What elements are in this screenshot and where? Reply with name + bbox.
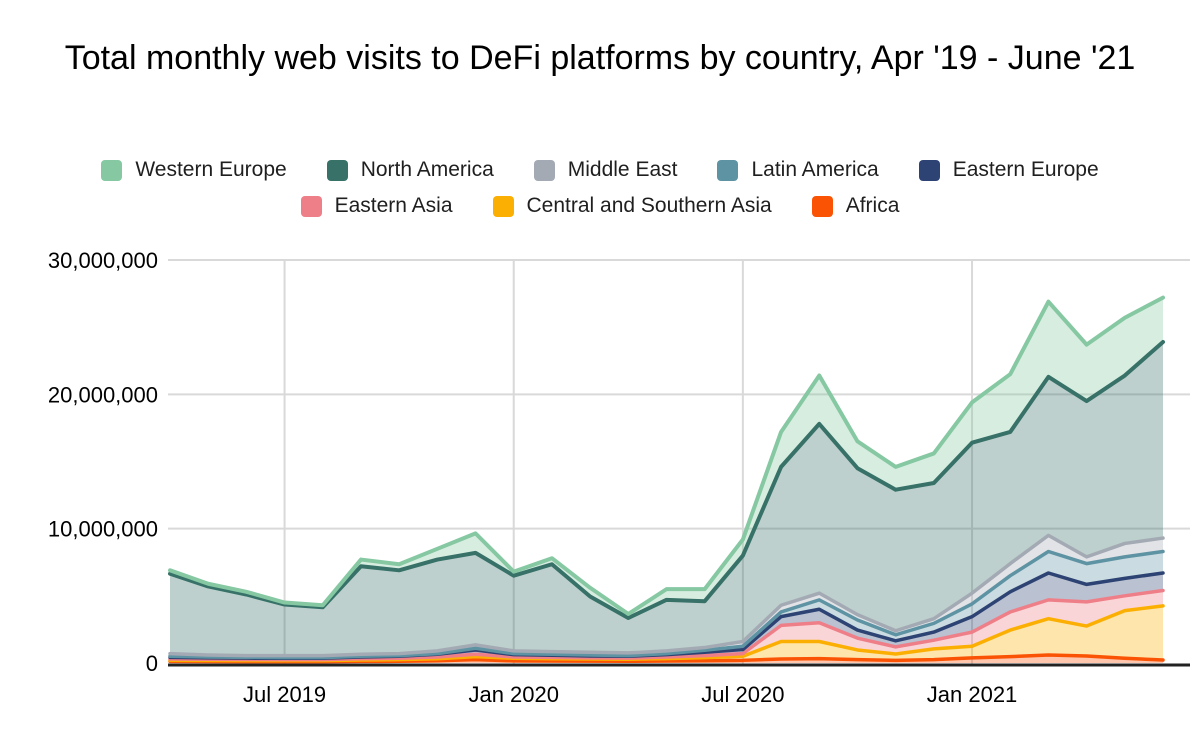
legend-swatch-eastern-asia <box>300 195 322 217</box>
area-western-europe <box>170 297 1163 618</box>
line-north-america <box>168 339 1165 620</box>
legend-item-africa: Africa <box>811 194 900 218</box>
y-tick-label-30000000: 30,000,000 <box>48 248 158 273</box>
line-latin-america <box>168 549 1165 660</box>
legend-item-north-america: North America <box>326 158 494 182</box>
area-north-america <box>170 341 1163 656</box>
legend-label-western-europe: Western Europe <box>135 158 287 181</box>
legend-swatch-central-and-southern-asia <box>492 195 514 217</box>
legend-label-eastern-europe: Eastern Europe <box>952 158 1099 181</box>
legend-label-eastern-asia: Eastern Asia <box>334 194 453 217</box>
legend-item-latin-america: Latin America <box>717 158 879 182</box>
line-middle-east <box>168 533 1165 658</box>
legend-row-2: Eastern Asia Central and Southern Asia Afr… <box>0 194 1200 218</box>
area-latin-america <box>170 551 1163 659</box>
x-tick-label-jan-2020: Jan 2020 <box>468 682 559 707</box>
legend-label-middle-east: Middle East <box>567 158 678 181</box>
legend-swatch-middle-east <box>533 159 555 181</box>
legend-label-africa: Africa <box>845 194 900 217</box>
legend-label-north-america: North America <box>360 158 494 181</box>
legend-swatch-western-europe <box>101 159 123 181</box>
legend-row-1: Western Europe North America Middle East La… <box>0 158 1200 182</box>
y-tick-label-0: 0 <box>146 651 158 676</box>
legend-item-central-and-southern-asia: Central and Southern Asia <box>492 194 772 218</box>
legend-item-eastern-europe: Eastern Europe <box>918 158 1099 182</box>
legend-item-middle-east: Middle East <box>533 158 678 182</box>
legend-item-eastern-asia: Eastern Asia <box>300 194 453 218</box>
y-tick-label-10000000: 10,000,000 <box>48 517 158 542</box>
legend-swatch-latin-america <box>717 159 739 181</box>
legend-label-latin-america: Latin America <box>751 158 879 181</box>
chart-title: Total monthly web visits to DeFi platfor… <box>64 39 1136 77</box>
x-tick-label-jul-2019: Jul 2019 <box>243 682 326 707</box>
x-tick-label-jan-2021: Jan 2021 <box>927 682 1018 707</box>
legend-swatch-eastern-europe <box>918 159 940 181</box>
area-middle-east <box>170 535 1163 658</box>
line-western-europe <box>168 295 1165 616</box>
y-tick-label-20000000: 20,000,000 <box>48 382 158 407</box>
legend-swatch-north-america <box>326 159 348 181</box>
legend-swatch-africa <box>811 195 833 217</box>
legend-item-western-europe: Western Europe <box>101 158 287 182</box>
legend-label-central-and-southern-asia: Central and Southern Asia <box>526 194 772 217</box>
x-tick-label-jul-2020: Jul 2020 <box>701 682 784 707</box>
